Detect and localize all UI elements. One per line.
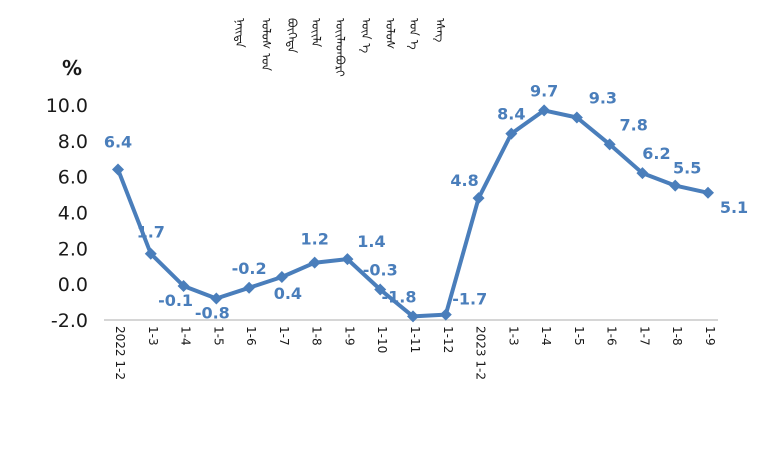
x-tick-label: 1-12 <box>441 326 455 353</box>
svg-text:ᠨᠡᠢᠲᠡ: ᠨᠡᠢᠲᠡ <box>233 18 247 48</box>
data-label: 6.4 <box>104 133 132 152</box>
x-tick-label: 1-8 <box>670 326 684 346</box>
y-tick-label: -2.0 <box>51 310 88 332</box>
x-axis-ticks: 2022 1-2 1-3 1-4 1-5 1-6 1-7 1-8 1-9 1-10 1-11 1-1… <box>113 326 717 380</box>
data-labels: 6.4 1.7 -0.1-0.8 -0.2 0.4 1.2 1.4 -0.3 -1.8 -1.7 4… <box>104 81 748 322</box>
y-tick-label: 2.0 <box>58 238 88 260</box>
data-label: 8.4 <box>497 105 525 124</box>
x-tick-label: 1-5 <box>572 326 586 346</box>
x-tick-label: 1-7 <box>277 326 291 346</box>
data-point-marker <box>308 256 321 269</box>
y-tick-label: 0.0 <box>58 274 88 296</box>
x-tick-label: 1-3 <box>146 326 160 346</box>
svg-text:ᠤᠨ ᠡ: ᠤᠨ ᠡ <box>406 18 421 50</box>
svg-text:ᠤᠯᠤᠰ: ᠤᠯᠤᠰ <box>383 18 397 49</box>
data-label: 1.4 <box>357 232 385 251</box>
svg-text:ᠦᠢᠯᠡ: ᠦᠢᠯᠡ <box>309 18 323 47</box>
x-tick-label: 1-6 <box>605 326 619 346</box>
data-label: -0.3 <box>363 261 398 280</box>
vertical-script-caption: ᠨᠡᠢᠲᠡ ᠤᠯᠤᠰ ᠤᠨ ᠪᠥᠭᠡᠳᠡ ᠦᠢᠯᠡ ᠦᠢᠯᠡᠳᠪᠦᠷᠢ ᠦᠨ ᠡ… <box>233 18 447 77</box>
x-tick-label: 1-6 <box>244 326 258 346</box>
data-label: -0.8 <box>195 304 230 323</box>
data-point-marker <box>177 279 190 292</box>
data-label: 1.7 <box>137 223 165 242</box>
data-point-marker <box>243 281 256 294</box>
x-tick-label: 2022 1-2 <box>113 326 127 380</box>
data-point-marker <box>112 163 124 176</box>
x-tick-label: 1-11 <box>408 326 422 353</box>
data-label: 4.8 <box>450 171 478 190</box>
x-tick-label: 1-5 <box>211 326 225 346</box>
data-point-marker <box>210 292 223 305</box>
series-line <box>116 108 709 319</box>
x-tick-label: 1-3 <box>506 326 520 346</box>
data-point-marker <box>144 247 157 260</box>
data-point-marker <box>702 186 714 199</box>
data-label: 1.2 <box>300 230 328 249</box>
x-tick-label: 1-10 <box>375 326 389 353</box>
x-tick-label: 1-9 <box>342 326 356 346</box>
data-point-marker <box>472 192 485 205</box>
data-point-marker <box>636 167 649 180</box>
svg-text:ᠡᠰᠡᠭ: ᠡᠰᠡᠭ <box>432 18 447 42</box>
data-label: -1.8 <box>382 287 417 306</box>
y-axis-ticks: 10.0 8.0 6.0 4.0 2.0 0.0 -2.0 <box>46 95 88 332</box>
data-point-marker <box>407 310 419 323</box>
data-label: 6.2 <box>642 144 670 163</box>
data-label: 9.3 <box>589 89 617 108</box>
data-label: 9.7 <box>530 81 558 100</box>
data-point-marker <box>505 127 518 140</box>
svg-text:ᠤᠯᠤᠰ ᠤᠨ: ᠤᠯᠤᠰ ᠤᠨ <box>259 18 273 71</box>
x-tick-label: 1-8 <box>310 326 324 346</box>
data-point-marker <box>275 271 288 283</box>
x-tick-label: 1-4 <box>179 326 193 346</box>
data-label: 7.8 <box>619 115 647 134</box>
data-point-marker <box>374 283 387 296</box>
x-tick-label: 2023 1-2 <box>474 326 488 380</box>
data-point-marker <box>341 253 354 266</box>
data-point-marker <box>603 138 616 151</box>
svg-text:ᠦᠨ ᠡ: ᠦᠨ ᠡ <box>358 18 373 53</box>
data-point-marker <box>570 111 583 124</box>
y-tick-label: 4.0 <box>58 203 88 225</box>
data-markers <box>112 104 714 323</box>
data-label: -0.1 <box>158 291 193 310</box>
data-point-marker <box>538 104 551 117</box>
data-label: -0.2 <box>232 259 267 278</box>
x-tick-label: 1-4 <box>539 326 553 346</box>
data-label: 5.5 <box>673 159 701 178</box>
data-label: -1.7 <box>452 290 487 309</box>
y-tick-label: 8.0 <box>58 131 88 153</box>
data-label: 0.4 <box>274 284 302 303</box>
data-point-marker <box>669 179 682 192</box>
data-point-marker <box>439 308 452 321</box>
y-tick-label: 6.0 <box>58 167 88 189</box>
svg-text:ᠪᠥᠭᠡᠳᠡ: ᠪᠥᠭᠡᠳᠡ <box>285 18 299 53</box>
y-tick-label: 10.0 <box>46 95 88 117</box>
svg-text:ᠦᠢᠯᠡᠳᠪᠦᠷᠢ: ᠦᠢᠯᠡᠳᠪᠦᠷᠢ <box>333 18 347 77</box>
x-tick-label: 1-7 <box>637 326 651 346</box>
x-tick-label: 1-9 <box>703 326 717 346</box>
data-label: 5.1 <box>720 198 748 217</box>
y-axis-unit: % <box>62 56 82 80</box>
